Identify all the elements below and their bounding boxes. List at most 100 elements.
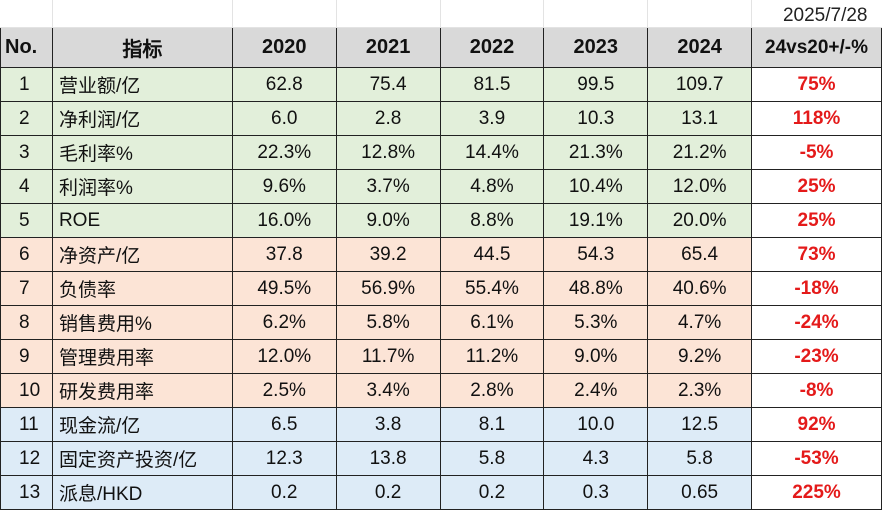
value-cell[interactable]: 55.4% xyxy=(439,271,545,306)
value-cell[interactable]: 3.8 xyxy=(335,407,441,442)
row-number-cell[interactable]: 1 xyxy=(0,67,53,102)
row-number-cell[interactable]: 3 xyxy=(0,135,53,170)
value-cell[interactable]: 6.0 xyxy=(231,101,337,136)
value-cell[interactable]: 10.3 xyxy=(543,101,649,136)
value-cell[interactable]: 3.7% xyxy=(335,169,441,204)
value-cell[interactable]: 3.9 xyxy=(439,101,545,136)
date-cell[interactable]: 2025/7/28 xyxy=(751,0,882,28)
value-cell[interactable]: 9.0% xyxy=(543,339,649,374)
value-cell[interactable]: 11.7% xyxy=(335,339,441,374)
value-cell[interactable]: 9.2% xyxy=(647,339,753,374)
metric-name-cell[interactable]: 派息/HKD xyxy=(51,475,233,510)
change-cell[interactable]: 25% xyxy=(751,203,882,238)
metric-name-cell[interactable]: 销售费用% xyxy=(51,305,233,340)
value-cell[interactable]: 65.4 xyxy=(647,237,753,272)
value-cell[interactable]: 39.2 xyxy=(335,237,441,272)
value-cell[interactable]: 3.4% xyxy=(335,373,441,408)
change-cell[interactable]: -23% xyxy=(751,339,882,374)
value-cell[interactable]: 0.3 xyxy=(543,475,649,510)
value-cell[interactable]: 12.3 xyxy=(231,441,337,476)
cell[interactable] xyxy=(232,0,337,28)
value-cell[interactable]: 14.4% xyxy=(439,135,545,170)
value-cell[interactable]: 6.1% xyxy=(439,305,545,340)
value-cell[interactable]: 40.6% xyxy=(647,271,753,306)
value-cell[interactable]: 5.3% xyxy=(543,305,649,340)
value-cell[interactable]: 99.5 xyxy=(543,67,649,102)
value-cell[interactable]: 12.5 xyxy=(647,407,753,442)
value-cell[interactable]: 12.0% xyxy=(647,169,753,204)
value-cell[interactable]: 0.2 xyxy=(231,475,337,510)
metric-name-cell[interactable]: 现金流/亿 xyxy=(51,407,233,442)
cell[interactable] xyxy=(52,0,233,28)
cell[interactable] xyxy=(336,0,441,28)
value-cell[interactable]: 19.1% xyxy=(543,203,649,238)
value-cell[interactable]: 0.2 xyxy=(335,475,441,510)
value-cell[interactable]: 37.8 xyxy=(231,237,337,272)
value-cell[interactable]: 109.7 xyxy=(647,67,753,102)
value-cell[interactable]: 4.8% xyxy=(439,169,545,204)
value-cell[interactable]: 16.0% xyxy=(231,203,337,238)
value-cell[interactable]: 62.8 xyxy=(231,67,337,102)
change-cell[interactable]: 118% xyxy=(751,101,882,136)
value-cell[interactable]: 21.2% xyxy=(647,135,753,170)
change-cell[interactable]: 75% xyxy=(751,67,882,102)
value-cell[interactable]: 8.8% xyxy=(439,203,545,238)
value-cell[interactable]: 4.7% xyxy=(647,305,753,340)
value-cell[interactable]: 81.5 xyxy=(439,67,545,102)
value-cell[interactable]: 2.8% xyxy=(439,373,545,408)
header-year[interactable]: 2024 xyxy=(647,27,753,68)
value-cell[interactable]: 20.0% xyxy=(647,203,753,238)
value-cell[interactable]: 2.4% xyxy=(543,373,649,408)
metric-name-cell[interactable]: 管理费用率 xyxy=(51,339,233,374)
value-cell[interactable]: 75.4 xyxy=(335,67,441,102)
change-cell[interactable]: 225% xyxy=(751,475,882,510)
value-cell[interactable]: 12.8% xyxy=(335,135,441,170)
metric-name-cell[interactable]: 净利润/亿 xyxy=(51,101,233,136)
cell[interactable] xyxy=(440,0,545,28)
change-cell[interactable]: 25% xyxy=(751,169,882,204)
header-metric[interactable]: 指标 xyxy=(51,27,233,68)
value-cell[interactable]: 22.3% xyxy=(231,135,337,170)
change-cell[interactable]: 73% xyxy=(751,237,882,272)
value-cell[interactable]: 4.3 xyxy=(543,441,649,476)
header-change[interactable]: 24vs20+/-% xyxy=(751,27,882,68)
value-cell[interactable]: 10.0 xyxy=(543,407,649,442)
value-cell[interactable]: 0.65 xyxy=(647,475,753,510)
header-no[interactable]: No. xyxy=(0,27,53,68)
row-number-cell[interactable]: 9 xyxy=(0,339,53,374)
header-year[interactable]: 2020 xyxy=(231,27,337,68)
change-cell[interactable]: -24% xyxy=(751,305,882,340)
value-cell[interactable]: 13.1 xyxy=(647,101,753,136)
value-cell[interactable]: 8.1 xyxy=(439,407,545,442)
row-number-cell[interactable]: 10 xyxy=(0,373,53,408)
row-number-cell[interactable]: 13 xyxy=(0,475,53,510)
metric-name-cell[interactable]: 负债率 xyxy=(51,271,233,306)
value-cell[interactable]: 13.8 xyxy=(335,441,441,476)
change-cell[interactable]: -53% xyxy=(751,441,882,476)
row-number-cell[interactable]: 8 xyxy=(0,305,53,340)
row-number-cell[interactable]: 2 xyxy=(0,101,53,136)
value-cell[interactable]: 5.8 xyxy=(647,441,753,476)
value-cell[interactable]: 9.0% xyxy=(335,203,441,238)
value-cell[interactable]: 54.3 xyxy=(543,237,649,272)
value-cell[interactable]: 56.9% xyxy=(335,271,441,306)
change-cell[interactable]: 92% xyxy=(751,407,882,442)
value-cell[interactable]: 12.0% xyxy=(231,339,337,374)
row-number-cell[interactable]: 7 xyxy=(0,271,53,306)
value-cell[interactable]: 48.8% xyxy=(543,271,649,306)
value-cell[interactable]: 2.5% xyxy=(231,373,337,408)
value-cell[interactable]: 44.5 xyxy=(439,237,545,272)
value-cell[interactable]: 6.5 xyxy=(231,407,337,442)
metric-name-cell[interactable]: 研发费用率 xyxy=(51,373,233,408)
row-number-cell[interactable]: 4 xyxy=(0,169,53,204)
metric-name-cell[interactable]: 利润率% xyxy=(51,169,233,204)
row-number-cell[interactable]: 11 xyxy=(0,407,53,442)
row-number-cell[interactable]: 6 xyxy=(0,237,53,272)
header-year[interactable]: 2021 xyxy=(335,27,441,68)
row-number-cell[interactable]: 12 xyxy=(0,441,53,476)
cell[interactable] xyxy=(0,0,53,28)
metric-name-cell[interactable]: 毛利率% xyxy=(51,135,233,170)
value-cell[interactable]: 2.3% xyxy=(647,373,753,408)
cell[interactable] xyxy=(647,0,753,28)
value-cell[interactable]: 9.6% xyxy=(231,169,337,204)
